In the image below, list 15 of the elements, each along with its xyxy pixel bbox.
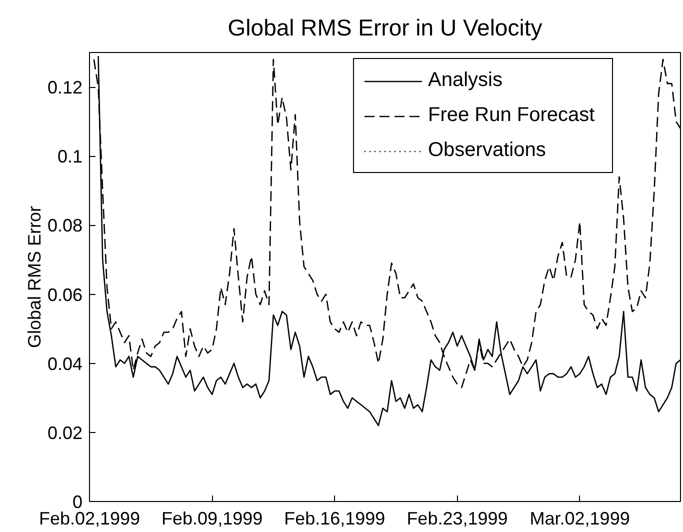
y-tick-label: 0.12	[47, 78, 83, 98]
y-tick-label: 0.1	[57, 146, 83, 167]
y-tick-label: 0.02	[47, 422, 83, 443]
legend-label: Analysis	[428, 69, 504, 92]
chart-title: Global RMS Error in U Velocity	[228, 14, 543, 40]
y-tick-label: 0.04	[47, 354, 83, 374]
legend-label: Free Run Forecast	[428, 104, 596, 127]
x-tick-label: Feb.16,1999	[284, 508, 386, 528]
x-tick-label: Feb.23,1999	[406, 508, 508, 528]
x-tick-label: Mar.02,1999	[530, 508, 630, 528]
y-tick-label: 0.06	[47, 284, 83, 305]
y-tick-label: 0.08	[47, 216, 83, 236]
legend-label: Observations	[428, 139, 547, 162]
y-axis-title: Global RMS Error	[24, 206, 44, 348]
x-tick-label: Feb.09,1999	[162, 508, 263, 528]
